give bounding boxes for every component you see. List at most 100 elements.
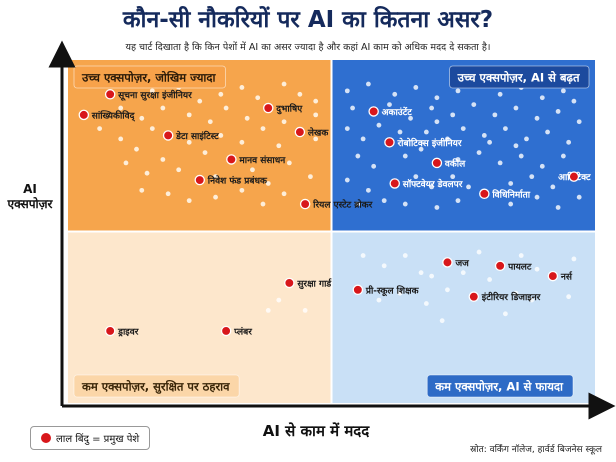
background-point	[371, 163, 377, 169]
job-point	[442, 257, 453, 268]
background-point	[344, 88, 350, 94]
job-point-label: निवेश फंड प्रबंधक	[207, 175, 268, 187]
background-point	[202, 150, 208, 156]
background-point	[144, 170, 150, 176]
background-point	[313, 98, 319, 104]
background-point	[518, 153, 524, 159]
quadrant-label-top-right: उच्च एक्सपोज़र, AI से बढ़त	[449, 65, 590, 89]
background-point	[186, 112, 192, 118]
background-point	[213, 174, 218, 180]
background-point	[308, 174, 313, 180]
background-point	[513, 105, 519, 111]
job-point-label: ड्राइवर	[117, 327, 139, 337]
background-point	[376, 122, 382, 128]
background-point	[497, 160, 503, 166]
background-point	[302, 307, 308, 313]
job-point	[162, 130, 174, 141]
background-point	[402, 153, 408, 159]
job-point	[78, 109, 90, 121]
background-point	[534, 115, 540, 121]
background-point	[460, 126, 466, 131]
background-point	[571, 256, 577, 262]
background-point	[429, 105, 435, 111]
background-point	[402, 201, 408, 207]
background-point	[260, 126, 266, 131]
background-point	[445, 136, 450, 142]
background-point	[313, 112, 319, 118]
background-point	[250, 167, 255, 173]
background-point	[123, 160, 129, 166]
background-point	[434, 205, 440, 210]
background-point	[466, 184, 471, 190]
background-point	[539, 95, 545, 101]
quadrant-bottom-right	[331, 231, 595, 403]
background-point	[392, 91, 398, 97]
quadrant-labels: उच्च एक्सपोज़र, जोखिम ज्यादा उच्च एक्सपोज…	[73, 65, 590, 398]
quadrant-label-text: उच्च एक्सपोज़र, AI से बढ़त	[457, 71, 580, 85]
job-point	[104, 89, 116, 100]
job-point-label: सुरक्षा गार्ड	[296, 277, 332, 289]
background-point	[297, 91, 303, 97]
background-point	[355, 201, 361, 207]
background-point	[139, 187, 145, 193]
background-point	[239, 85, 245, 90]
background-point	[534, 194, 540, 200]
job-point	[431, 157, 443, 169]
background-point	[455, 198, 461, 204]
background-point	[97, 126, 103, 131]
job-point-label: अकाउंटेंट	[382, 106, 413, 118]
background-point	[439, 318, 445, 324]
quadrant-label-text: उच्च एक्सपोज़र, जोखिम ज्यादा	[81, 71, 217, 85]
y-axis-label-line2: एक्सपोज़र	[7, 197, 53, 211]
background-points	[97, 81, 582, 324]
job-point-label: मानव संसाधन	[238, 155, 286, 166]
job-point-label: सॉफ्टवेयर डेवलपर	[402, 178, 463, 190]
job-point-label: विधिनिर्माता	[491, 188, 530, 200]
job-point	[284, 277, 295, 289]
job-point	[104, 325, 116, 337]
job-point	[194, 174, 205, 186]
quadrant-label-bottom-right: कम एक्सपोज़र, AI से फायदा	[426, 374, 574, 398]
job-point	[220, 325, 232, 337]
background-point	[534, 266, 540, 272]
background-point	[218, 133, 224, 138]
background-point	[576, 194, 582, 200]
legend: लाल बिंदु = प्रमुख पेशे	[30, 426, 151, 450]
job-point-label: डेटा साइंटिस्ट	[175, 130, 219, 142]
legend-label: लाल बिंदु = प्रमुख पेशे	[56, 434, 140, 445]
job-point-label: प्लंबर	[233, 326, 252, 337]
job-point-label: रियल एस्टेट ब्रोकर	[312, 199, 373, 211]
quadrant-layer	[68, 60, 595, 403]
background-point	[265, 181, 271, 186]
background-point	[576, 119, 582, 125]
background-point	[529, 174, 535, 180]
job-point	[352, 284, 364, 296]
job-point	[384, 137, 395, 148]
job-point-label: नर्स	[560, 271, 573, 283]
background-point	[397, 290, 403, 296]
background-point	[149, 88, 155, 94]
background-point	[560, 153, 566, 159]
background-point	[186, 139, 192, 145]
background-point	[413, 85, 419, 90]
background-point	[313, 136, 319, 142]
quadrant-label-box	[449, 65, 590, 89]
quadrant-top-right	[331, 60, 595, 232]
background-point	[344, 126, 350, 131]
background-point	[365, 81, 371, 87]
background-point	[429, 273, 435, 279]
background-point	[118, 136, 124, 142]
quadrant-label-box	[426, 374, 574, 398]
background-point	[286, 160, 292, 166]
background-point	[450, 174, 456, 180]
background-point	[450, 112, 456, 118]
quadrant-bottom-left	[68, 231, 332, 403]
chart-subtitle: यह चार्ट दिखाता है कि किन पेशों में AI क…	[125, 42, 491, 53]
background-point	[260, 201, 266, 207]
background-point	[344, 177, 350, 183]
background-point	[545, 129, 550, 135]
job-point	[294, 126, 306, 138]
background-point	[429, 184, 435, 190]
background-point	[497, 91, 503, 97]
